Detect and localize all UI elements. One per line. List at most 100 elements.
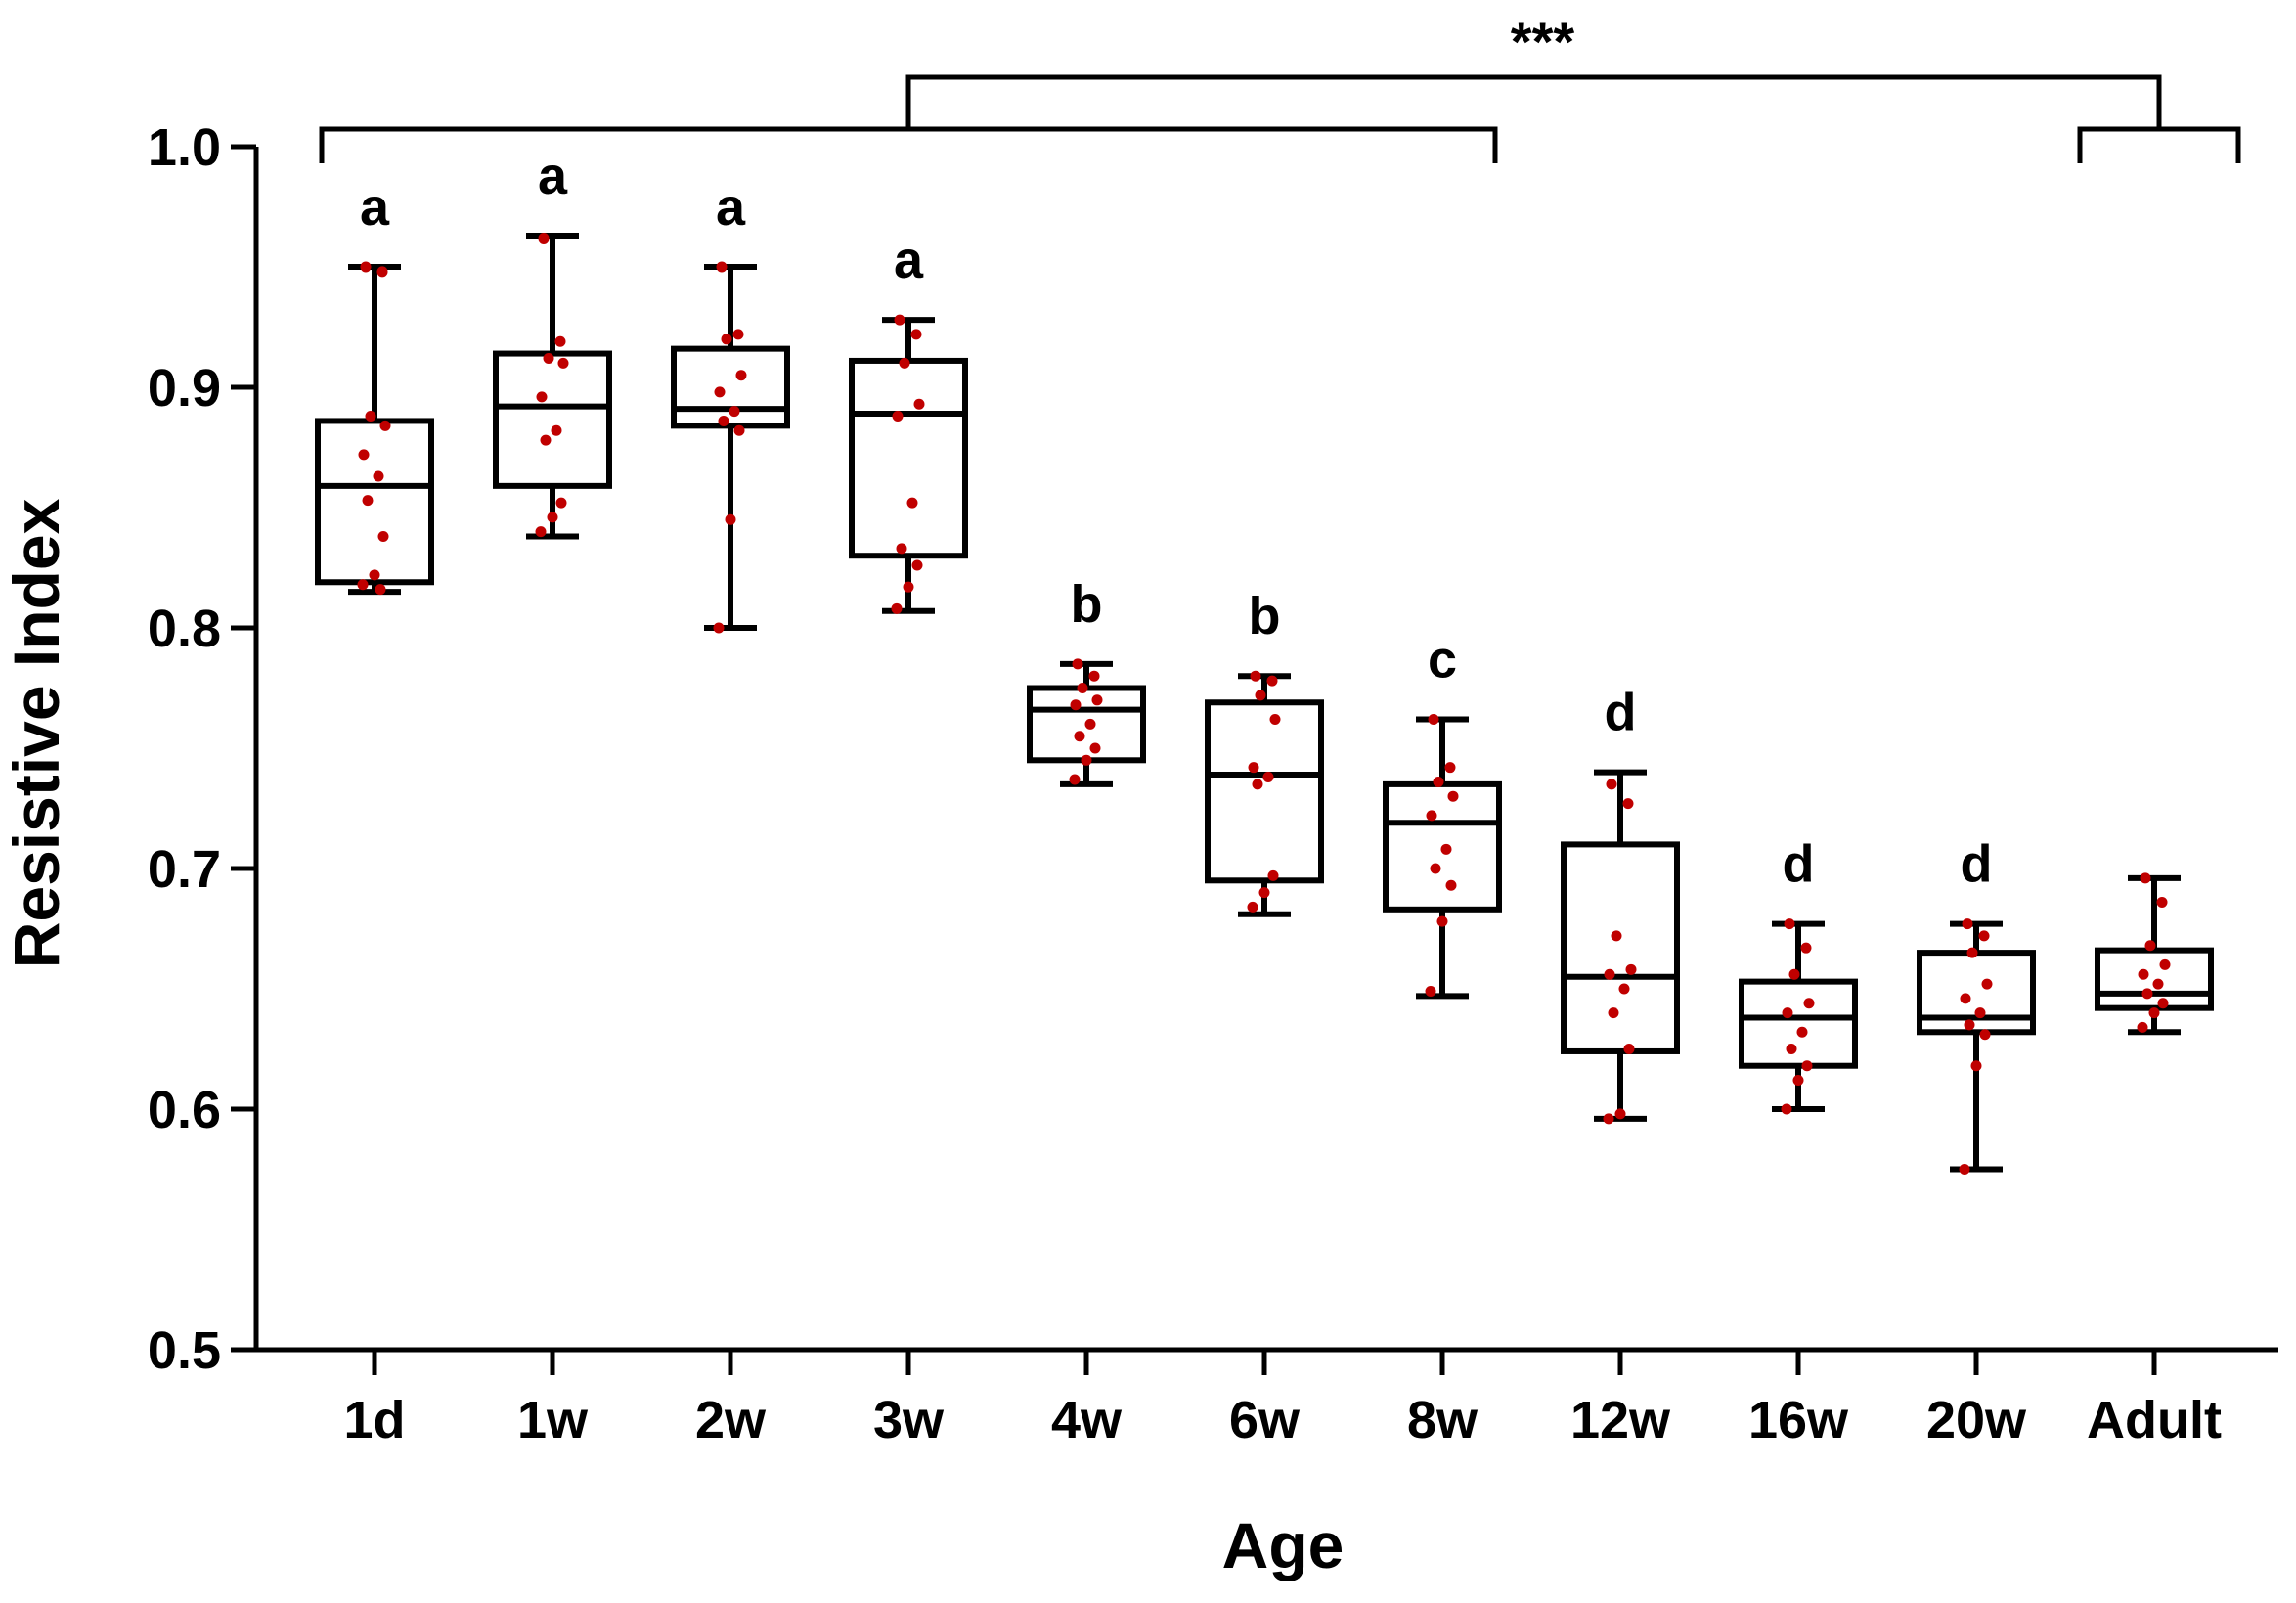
box-20w [1917, 920, 2036, 1173]
data-point [369, 569, 380, 581]
data-point [910, 329, 922, 340]
significance-letter: a [894, 231, 924, 289]
data-point [911, 559, 923, 571]
box-6w [1205, 673, 1324, 917]
data-point [1974, 1007, 1986, 1019]
x-tick-label: 20w [1926, 1391, 2027, 1449]
significance-letter: a [538, 147, 568, 205]
data-point [1781, 1103, 1792, 1115]
data-point [555, 497, 567, 509]
box-iqr [849, 357, 968, 559]
data-point [1782, 1007, 1793, 1019]
significance-letter: a [360, 178, 390, 237]
data-point [1981, 978, 1993, 990]
data-point [357, 579, 369, 591]
box-12w [1561, 769, 1680, 1122]
x-tick-label: 3w [873, 1391, 945, 1449]
data-point [547, 512, 558, 523]
data-point [2156, 896, 2168, 908]
data-point [906, 497, 918, 509]
data-point [2141, 988, 2153, 1000]
significance-letter: b [1249, 587, 1281, 646]
box-8w [1383, 716, 1502, 1000]
data-point [1800, 942, 1812, 954]
data-point [1960, 993, 1971, 1004]
data-point [1269, 713, 1281, 725]
box-iqr [315, 418, 434, 586]
group-a-bracket [319, 126, 1498, 163]
comparison-bracket [905, 74, 2162, 129]
data-point [718, 415, 729, 426]
data-point [1625, 963, 1637, 975]
data-point [716, 261, 728, 273]
data-point [2144, 940, 2156, 952]
data-point [1803, 998, 1815, 1009]
data-point [373, 470, 384, 482]
significance-letter: d [1783, 835, 1815, 894]
significance-stars: *** [1511, 11, 1575, 72]
data-point [735, 370, 747, 381]
x-tick-label: Adult [2087, 1391, 2222, 1449]
data-point [1445, 879, 1457, 891]
data-point [1970, 1060, 1982, 1072]
data-point [2157, 998, 2169, 1009]
box-iqr [2095, 947, 2214, 1011]
data-point [894, 314, 905, 326]
data-point [1425, 985, 1436, 997]
y-tick-label: 0.9 [148, 359, 221, 418]
data-point [913, 398, 925, 410]
data-point [1788, 968, 1800, 980]
data-point [535, 526, 547, 538]
data-point [538, 232, 550, 244]
data-point [1618, 983, 1630, 995]
data-point [554, 335, 566, 347]
data-point [903, 581, 914, 593]
x-tick-label: 4w [1051, 1391, 1123, 1449]
data-point [732, 329, 744, 340]
data-points [357, 232, 2171, 1175]
box-iqr [493, 350, 612, 489]
data-point [1796, 1026, 1808, 1038]
data-point [1266, 675, 1278, 687]
data-point [1784, 918, 1795, 930]
data-point [2137, 1021, 2148, 1033]
data-point [2148, 1007, 2160, 1019]
data-point [1072, 658, 1083, 670]
data-point [1622, 798, 1634, 810]
x-tick-label: 8w [1407, 1391, 1479, 1449]
data-point [1088, 670, 1100, 682]
data-point [892, 411, 904, 423]
data-point [376, 266, 388, 278]
box-1d [315, 264, 434, 596]
data-point [1433, 776, 1444, 787]
data-point [2140, 872, 2151, 884]
data-point [729, 406, 740, 418]
data-point [714, 386, 726, 398]
y-axis-ticks: 0.5 0.6 0.7 0.8 0.9 1.0 [148, 118, 256, 1380]
y-tick-label: 0.7 [148, 840, 221, 899]
data-point [891, 602, 903, 614]
x-tick-label: 12w [1570, 1391, 1671, 1449]
data-point [362, 495, 374, 507]
box-iqr [1383, 780, 1502, 913]
box-16w [1739, 920, 1858, 1112]
y-axis-title: Resistive Index [0, 498, 72, 968]
x-tick-label: 6w [1229, 1391, 1301, 1449]
data-point [536, 391, 548, 403]
y-tick-label: 0.6 [148, 1081, 221, 1139]
data-point [899, 357, 910, 369]
data-point [1966, 947, 1978, 958]
data-point [377, 531, 389, 543]
data-point [721, 334, 732, 345]
data-point [1786, 1044, 1797, 1054]
box-series [315, 233, 2214, 1173]
box-3w [849, 317, 968, 614]
data-point [1606, 779, 1617, 790]
data-point [733, 424, 745, 436]
data-point [1614, 1108, 1626, 1120]
box-1w [493, 233, 612, 540]
data-point [1069, 774, 1081, 785]
box-iqr [1739, 978, 1858, 1069]
data-point [2138, 968, 2149, 980]
